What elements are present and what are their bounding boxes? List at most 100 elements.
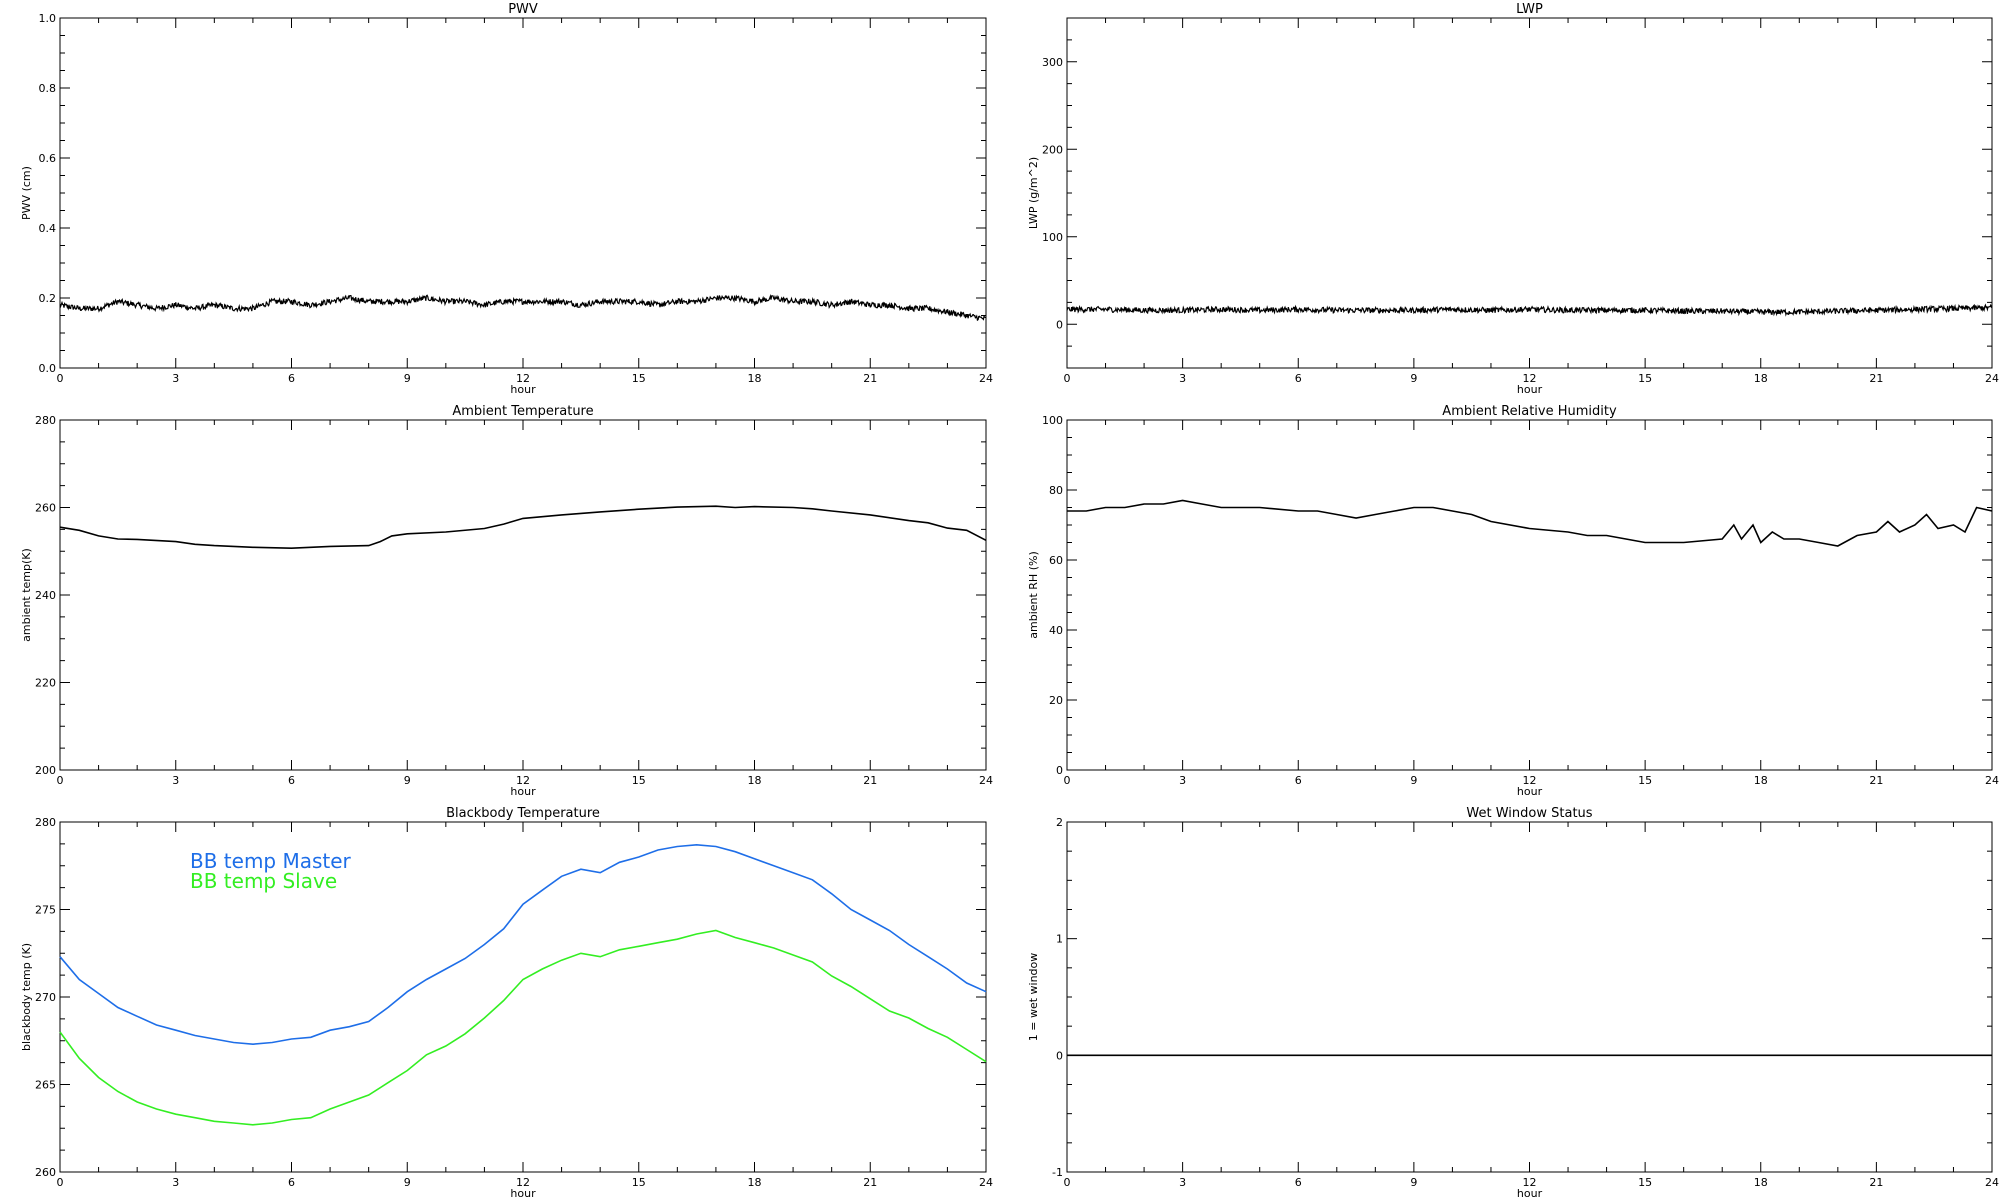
series-line [1067,499,1993,547]
panel-title: PWV [508,2,538,17]
x-tick-label: 3 [1179,372,1186,385]
y-tick-label: 0 [1056,764,1063,777]
x-tick-label: 18 [1754,1176,1768,1189]
x-tick-label: 0 [1064,1176,1071,1189]
panel-lwp: LWP 0 3 6 9 12 15 18 21 24 hour 0 100 200 300 LWP (g/m^… [1027,2,1999,396]
y-tick-label: 220 [35,677,56,690]
x-tick-label: 9 [404,1176,411,1189]
x-tick-label: 9 [404,774,411,787]
y-tick-label: 0.0 [39,362,57,375]
x-tick-label: 3 [172,774,179,787]
panel-ambient-relative-humidity: Ambient Relative Humidity 0 3 6 9 12 15 18 21 24 h… [1027,404,1999,798]
series-line-bb-temp-master [59,843,987,1046]
y-tick-label: 0.6 [39,152,57,165]
y-tick-label: 270 [35,991,56,1004]
x-tick-label: 9 [1410,1176,1417,1189]
x-tick-label: 21 [1869,372,1883,385]
plot-frame [1066,419,1993,771]
legend-entry: BB temp Slave [190,869,337,893]
x-tick-label: 9 [1410,372,1417,385]
x-tick-label: 15 [632,774,646,787]
y-tick-label: 0.2 [39,292,57,305]
x-tick-label: 15 [632,372,646,385]
series-line [59,505,987,550]
x-tick-label: 24 [979,372,993,385]
x-tick-label: 0 [57,372,64,385]
y-tick-label: 40 [1049,624,1063,637]
x-tick-label: 3 [172,1176,179,1189]
panel-title: Blackbody Temperature [446,806,600,821]
x-tick-label: 3 [1179,1176,1186,1189]
x-tick-label: 12 [516,1176,530,1189]
x-tick-label: 21 [863,1176,877,1189]
y-axis-label: blackbody temp (K) [20,943,33,1051]
y-tick-label: 0 [1056,1049,1063,1062]
y-axis-label: ambient RH (%) [1027,551,1040,639]
x-tick-label: 21 [1869,1176,1883,1189]
x-tick-label: 15 [1638,372,1652,385]
y-tick-label: 0.4 [39,222,57,235]
x-tick-label: 6 [1295,774,1302,787]
y-tick-label: 100 [1042,231,1063,244]
legend-entry: BB temp Master [190,849,352,873]
y-axis-label: LWP (g/m^2) [1027,157,1040,229]
x-tick-label: 0 [57,774,64,787]
x-axis-label: hour [510,383,536,396]
y-tick-label: 200 [35,764,56,777]
y-tick-label: 80 [1049,484,1063,497]
panel-pwv: PWV 0 3 6 9 12 15 18 21 24 hour 0.0 0.2 0.4 0.6 0.8 1.0 P… [20,2,993,396]
x-tick-label: 15 [1638,1176,1652,1189]
x-tick-label: 6 [1295,372,1302,385]
x-tick-label: 6 [288,372,295,385]
y-tick-label: 0 [1056,318,1063,331]
y-tick-label: 280 [35,816,56,829]
x-tick-label: 24 [1985,1176,1999,1189]
y-tick-label: 275 [35,904,56,917]
x-tick-label: 21 [863,774,877,787]
x-tick-label: 12 [1523,372,1537,385]
y-axis-label: 1 = wet window [1027,953,1040,1042]
x-tick-label: 6 [288,1176,295,1189]
y-tick-label: 260 [35,1166,56,1179]
x-axis-label: hour [510,785,536,798]
y-tick-label: 300 [1042,56,1063,69]
series-line-bb-temp-slave [59,929,987,1126]
x-tick-label: 9 [1410,774,1417,787]
y-tick-label: 280 [35,414,56,427]
panel-title: Ambient Temperature [452,404,593,419]
plot-frame [59,419,987,771]
x-axis-label: hour [1517,785,1543,798]
panel-title: Wet Window Status [1466,806,1592,821]
x-tick-label: 0 [1064,774,1071,787]
y-tick-label: 200 [1042,143,1063,156]
panel-blackbody-temperature: Blackbody Temperature 0 3 6 9 12 15 18 21 24 hour 2… [20,806,993,1200]
y-axis-label: PWV (cm) [20,166,33,220]
x-tick-label: 15 [1638,774,1652,787]
panel-title: LWP [1516,2,1543,17]
panel-title: Ambient Relative Humidity [1442,404,1617,419]
x-tick-label: 12 [1523,774,1537,787]
x-tick-label: 3 [172,372,179,385]
x-tick-label: 0 [1064,372,1071,385]
x-axis-label: hour [510,1187,536,1200]
y-tick-label: 265 [35,1079,56,1092]
plot-frame [1066,17,1993,369]
x-tick-label: 24 [979,774,993,787]
plot-frame [1066,821,1993,1173]
panel-ambient-temperature: Ambient Temperature 0 3 6 9 12 15 18 21 24 hour 200… [20,404,993,798]
x-tick-label: 12 [1523,1176,1537,1189]
x-axis-label: hour [1517,383,1543,396]
y-tick-label: 60 [1049,554,1063,567]
x-tick-label: 12 [516,774,530,787]
y-axis-label: ambient temp(K) [20,548,33,642]
series-line [59,293,987,322]
y-tick-label: 0.8 [39,82,57,95]
y-tick-label: 100 [1042,414,1063,427]
x-tick-label: 24 [1985,372,1999,385]
y-tick-label: 240 [35,589,56,602]
x-tick-label: 18 [1754,774,1768,787]
series-line [1066,303,1993,317]
x-tick-label: 15 [632,1176,646,1189]
